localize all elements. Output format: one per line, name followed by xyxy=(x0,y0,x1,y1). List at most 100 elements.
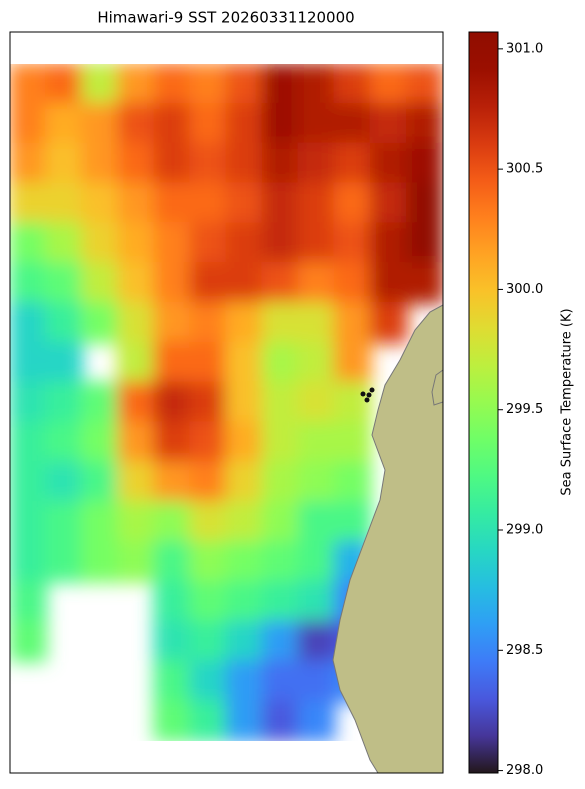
sst-cell xyxy=(297,341,336,384)
sst-cell xyxy=(333,421,372,464)
sst-cell xyxy=(225,142,264,185)
sst-cell xyxy=(225,421,264,464)
sst-cell xyxy=(153,142,192,185)
sst-cell xyxy=(189,262,228,304)
sst-cell xyxy=(333,222,372,265)
sst-cell xyxy=(369,64,408,105)
sst-cell xyxy=(261,341,300,384)
sst-cell xyxy=(189,301,228,344)
sst-cell xyxy=(117,102,156,145)
sst-cell xyxy=(10,381,48,424)
sst-cell xyxy=(225,620,264,663)
sst-cell xyxy=(117,540,156,583)
colorbar-tick-label: 300.0 xyxy=(506,282,543,297)
sst-cell xyxy=(81,142,120,185)
sst-cell xyxy=(81,182,120,225)
sst-cell xyxy=(261,461,300,504)
sst-cell xyxy=(117,421,156,464)
sst-cell xyxy=(333,262,372,304)
sst-cell xyxy=(81,301,120,344)
sst-cell xyxy=(81,540,120,583)
sst-cell xyxy=(369,301,408,344)
sst-cell xyxy=(81,461,120,504)
sst-cell xyxy=(369,222,408,265)
sst-cell xyxy=(189,421,228,464)
colorbar-tick-label: 301.0 xyxy=(506,41,543,56)
sst-cell xyxy=(405,262,443,304)
map-frame xyxy=(9,31,444,774)
colorbar-tick-label: 300.5 xyxy=(506,162,543,177)
sst-cell xyxy=(297,102,336,145)
sst-cell xyxy=(45,64,84,105)
sst-cell xyxy=(189,142,228,185)
sst-cell xyxy=(117,301,156,344)
sst-cell xyxy=(153,182,192,225)
sst-cell xyxy=(297,620,336,663)
sst-cell xyxy=(297,222,336,265)
sst-cell xyxy=(225,540,264,583)
sst-cell xyxy=(297,301,336,344)
sst-cell xyxy=(225,580,264,623)
sst-cell xyxy=(261,102,300,145)
sst-cell xyxy=(117,461,156,504)
sst-cell xyxy=(405,222,443,265)
colorbar-tick-label: 298.0 xyxy=(506,763,543,778)
sst-cell xyxy=(297,501,336,543)
sst-cell xyxy=(405,64,443,105)
sst-cell xyxy=(81,222,120,265)
sst-cell xyxy=(225,301,264,344)
sst-cell xyxy=(261,700,300,741)
sst-cell xyxy=(261,580,300,623)
sst-cell xyxy=(225,222,264,265)
sst-cell xyxy=(153,700,192,741)
sst-cell xyxy=(45,222,84,265)
sst-cell xyxy=(45,421,84,464)
sst-cell xyxy=(10,421,48,464)
sst-cell xyxy=(297,262,336,304)
sst-cell xyxy=(45,501,84,543)
station xyxy=(366,392,372,398)
sst-cell xyxy=(10,540,48,583)
sst-cell xyxy=(45,540,84,583)
sst-cell xyxy=(10,620,48,663)
sst-cell xyxy=(153,580,192,623)
sst-cell xyxy=(261,182,300,225)
sst-cell xyxy=(333,341,372,384)
sst-cell xyxy=(261,620,300,663)
station xyxy=(369,387,375,393)
sst-cell xyxy=(189,461,228,504)
sst-cell xyxy=(189,102,228,145)
sst-cell xyxy=(10,182,48,225)
sst-cell xyxy=(189,501,228,543)
sst-cell xyxy=(153,64,192,105)
sst-cell xyxy=(261,222,300,265)
sst-cell xyxy=(45,102,84,145)
sst-cell xyxy=(117,381,156,424)
sst-cell xyxy=(225,501,264,543)
sst-cell xyxy=(261,421,300,464)
sst-cell xyxy=(261,381,300,424)
sst-cell xyxy=(10,142,48,185)
sst-cell xyxy=(81,381,120,424)
sst-cell xyxy=(297,540,336,583)
sst-cell xyxy=(81,64,120,105)
sst-cell xyxy=(189,700,228,741)
sst-cell xyxy=(81,421,120,464)
sst-cell xyxy=(10,501,48,543)
station-markers xyxy=(360,387,375,403)
sst-cell xyxy=(153,540,192,583)
sst-cell xyxy=(117,182,156,225)
sst-cell xyxy=(10,64,48,105)
sst-cell xyxy=(10,262,48,304)
sst-cell xyxy=(153,262,192,304)
sst-cell xyxy=(333,142,372,185)
sst-cell xyxy=(45,341,84,384)
sst-cell xyxy=(153,620,192,663)
sst-cell xyxy=(225,182,264,225)
sst-cell xyxy=(333,301,372,344)
sst-cell xyxy=(153,660,192,703)
sst-cell xyxy=(153,222,192,265)
station xyxy=(364,397,370,403)
